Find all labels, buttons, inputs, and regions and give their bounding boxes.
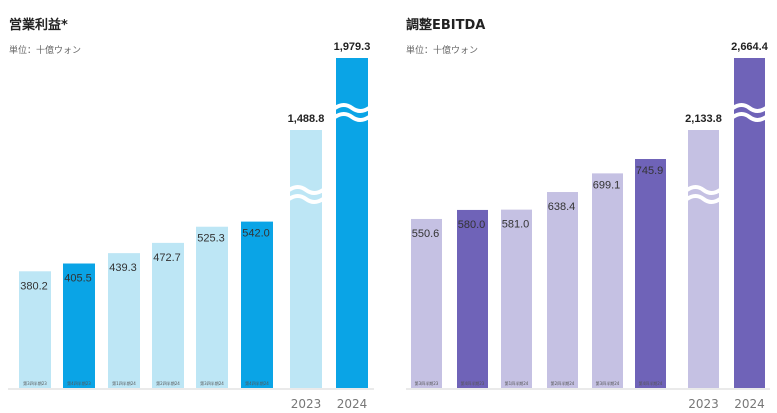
adjusted-ebitda-panel: 調整EBITDA 単位：十億ウォン 550.6 第3四半期23 580.0 第4四半期… [392, 0, 777, 413]
category-label-8: 2024 [734, 397, 765, 411]
bar-2 [63, 263, 95, 388]
bar-6 [635, 159, 666, 388]
bar-4 [152, 242, 184, 388]
bar-5 [196, 226, 228, 388]
category-label-7: 2023 [688, 397, 719, 411]
bar-1 [19, 271, 51, 388]
data-label-6: 542.0 [242, 228, 270, 240]
bar-2 [457, 209, 488, 388]
unit-label-operating-profit: 単位：十億ウォン [9, 46, 82, 56]
category-label-6: 第4四半期24 [639, 380, 663, 386]
data-label-1: 550.6 [412, 228, 440, 240]
unit-label-adjusted-ebitda: 単位：十億ウォン [406, 46, 479, 56]
data-label-5: 699.1 [593, 179, 621, 191]
bar-4 [547, 192, 578, 388]
axis-break-mark [287, 194, 325, 204]
chart-title-operating-profit: 営業利益* [9, 18, 68, 33]
bar-6 [241, 221, 273, 388]
data-label-6: 745.9 [636, 165, 664, 177]
corner-fragment-icon [772, 0, 775, 16]
axis-break-mark [685, 194, 722, 204]
data-label-7: 2,133.8 [685, 113, 722, 125]
data-label-1: 380.2 [20, 280, 48, 292]
axis-break-mark [731, 103, 768, 113]
data-label-8: 2,664.4 [731, 41, 769, 53]
category-label-8: 2024 [337, 397, 368, 411]
data-label-2: 405.5 [64, 273, 92, 285]
bar-7 [290, 130, 322, 388]
operating-profit-panel: 営業利益* 単位：十億ウォン 380.2 第3四半期23 405.5 第4四半期23 4… [8, 18, 374, 411]
category-label-2: 第4四半期23 [67, 380, 91, 386]
data-label-4: 638.4 [548, 201, 576, 213]
axis-break-mark [333, 103, 371, 113]
bar-1 [411, 218, 442, 388]
category-label-2: 第4四半期23 [461, 380, 485, 386]
data-label-5: 525.3 [197, 233, 225, 245]
data-label-8: 1,979.3 [334, 41, 371, 53]
category-label-1: 第3四半期23 [23, 380, 47, 386]
bar-7 [688, 130, 719, 388]
category-label-3: 第1四半期24 [505, 380, 529, 386]
data-label-7: 1,488.8 [288, 113, 325, 125]
category-label-6: 第4四半期24 [245, 380, 269, 386]
bar-3 [501, 209, 532, 388]
category-label-5: 第3四半期24 [200, 380, 224, 386]
axis-break-mark [685, 185, 722, 195]
axis-break-mark [333, 112, 371, 122]
category-label-5: 第3四半期24 [596, 380, 620, 386]
axis-break-mark [731, 112, 768, 122]
bar-5 [592, 173, 623, 388]
bar-3 [108, 253, 140, 388]
category-label-4: 第2四半期24 [551, 380, 575, 386]
data-label-3: 581.0 [502, 219, 530, 231]
category-label-1: 第3四半期23 [415, 380, 439, 386]
category-label-7: 2023 [291, 397, 322, 411]
category-label-4: 第2四半期24 [156, 380, 180, 386]
operating-profit-chart: 380.2 第3四半期23 405.5 第4四半期23 439.3 第1四半期24 472.… [8, 41, 374, 411]
chart-title-adjusted-ebitda: 調整EBITDA [406, 18, 486, 33]
data-label-3: 439.3 [109, 262, 137, 274]
category-label-3: 第1四半期24 [112, 380, 136, 386]
data-label-4: 472.7 [153, 252, 181, 264]
adjusted-ebitda-chart: 550.6 第3四半期23 580.0 第4四半期23 581.0 第1四半期24 638.… [406, 41, 770, 411]
data-label-2: 580.0 [458, 219, 486, 231]
axis-break-mark [287, 185, 325, 195]
